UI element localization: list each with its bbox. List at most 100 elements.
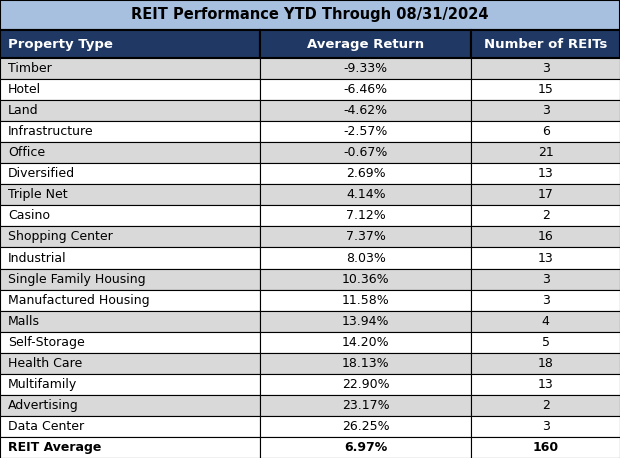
Text: 13: 13 (538, 167, 554, 180)
Text: 21: 21 (538, 146, 554, 159)
Text: 7.12%: 7.12% (346, 209, 386, 223)
Bar (260, 395, 471, 416)
Text: Single Family Housing: Single Family Housing (8, 273, 146, 285)
Text: Diversified: Diversified (8, 167, 75, 180)
Bar (260, 163, 471, 184)
Bar (260, 416, 471, 437)
Bar (471, 205, 620, 226)
Bar (260, 311, 471, 332)
Text: 7.37%: 7.37% (346, 230, 386, 244)
Text: -6.46%: -6.46% (343, 83, 388, 96)
Text: Multifamily: Multifamily (8, 378, 78, 391)
Text: 3: 3 (542, 294, 549, 306)
Bar (260, 226, 471, 247)
Bar (0, 58, 260, 79)
Bar (471, 353, 620, 374)
Bar (260, 289, 471, 311)
Text: Data Center: Data Center (8, 420, 84, 433)
Text: 160: 160 (533, 441, 559, 454)
Text: 5: 5 (542, 336, 549, 349)
Text: 8.03%: 8.03% (346, 251, 386, 265)
Bar (0, 416, 260, 437)
Bar (471, 247, 620, 268)
Text: Office: Office (8, 146, 45, 159)
Bar (0, 332, 260, 353)
Text: 4: 4 (542, 315, 549, 327)
Bar (471, 100, 620, 121)
Text: 6.97%: 6.97% (344, 441, 388, 454)
Text: 2.69%: 2.69% (346, 167, 386, 180)
Bar (260, 79, 471, 100)
Bar (260, 247, 471, 268)
Bar (0, 163, 260, 184)
Bar (0, 30, 260, 58)
Bar (471, 163, 620, 184)
Text: Number of REITs: Number of REITs (484, 38, 607, 50)
Bar (0, 226, 260, 247)
Bar (0, 0, 620, 30)
Text: 18: 18 (538, 357, 554, 370)
Text: Property Type: Property Type (8, 38, 113, 50)
Bar (0, 268, 260, 289)
Bar (0, 395, 260, 416)
Text: 11.58%: 11.58% (342, 294, 390, 306)
Bar (471, 79, 620, 100)
Bar (260, 205, 471, 226)
Text: -9.33%: -9.33% (343, 62, 388, 75)
Text: -2.57%: -2.57% (343, 125, 388, 138)
Bar (471, 311, 620, 332)
Text: 26.25%: 26.25% (342, 420, 389, 433)
Bar (0, 353, 260, 374)
Text: REIT Performance YTD Through 08/31/2024: REIT Performance YTD Through 08/31/2024 (131, 7, 489, 22)
Text: 3: 3 (542, 273, 549, 285)
Bar (471, 30, 620, 58)
Bar (0, 205, 260, 226)
Bar (0, 437, 260, 458)
Text: -4.62%: -4.62% (343, 104, 388, 117)
Bar (0, 100, 260, 121)
Text: 3: 3 (542, 104, 549, 117)
Text: 14.20%: 14.20% (342, 336, 389, 349)
Text: -0.67%: -0.67% (343, 146, 388, 159)
Bar (471, 289, 620, 311)
Text: 15: 15 (538, 83, 554, 96)
Bar (471, 374, 620, 395)
Bar (471, 142, 620, 163)
Text: 22.90%: 22.90% (342, 378, 389, 391)
Text: Average Return: Average Return (308, 38, 424, 50)
Bar (260, 437, 471, 458)
Bar (260, 30, 471, 58)
Bar (260, 268, 471, 289)
Text: 23.17%: 23.17% (342, 399, 389, 412)
Text: REIT Average: REIT Average (8, 441, 102, 454)
Text: Hotel: Hotel (8, 83, 41, 96)
Bar (471, 226, 620, 247)
Text: 13: 13 (538, 251, 554, 265)
Text: 16: 16 (538, 230, 554, 244)
Bar (0, 79, 260, 100)
Bar (260, 184, 471, 205)
Text: 2: 2 (542, 399, 549, 412)
Text: Manufactured Housing: Manufactured Housing (8, 294, 149, 306)
Text: 4.14%: 4.14% (346, 188, 386, 202)
Text: Advertising: Advertising (8, 399, 79, 412)
Text: Self-Storage: Self-Storage (8, 336, 85, 349)
Text: Infrastructure: Infrastructure (8, 125, 94, 138)
Text: Triple Net: Triple Net (8, 188, 68, 202)
Bar (0, 121, 260, 142)
Text: Malls: Malls (8, 315, 40, 327)
Bar (260, 100, 471, 121)
Text: 17: 17 (538, 188, 554, 202)
Text: Health Care: Health Care (8, 357, 82, 370)
Bar (471, 58, 620, 79)
Text: Casino: Casino (8, 209, 50, 223)
Bar (471, 416, 620, 437)
Text: Land: Land (8, 104, 38, 117)
Text: 10.36%: 10.36% (342, 273, 389, 285)
Bar (471, 437, 620, 458)
Bar (471, 184, 620, 205)
Text: 3: 3 (542, 420, 549, 433)
Bar (260, 374, 471, 395)
Bar (0, 289, 260, 311)
Bar (260, 332, 471, 353)
